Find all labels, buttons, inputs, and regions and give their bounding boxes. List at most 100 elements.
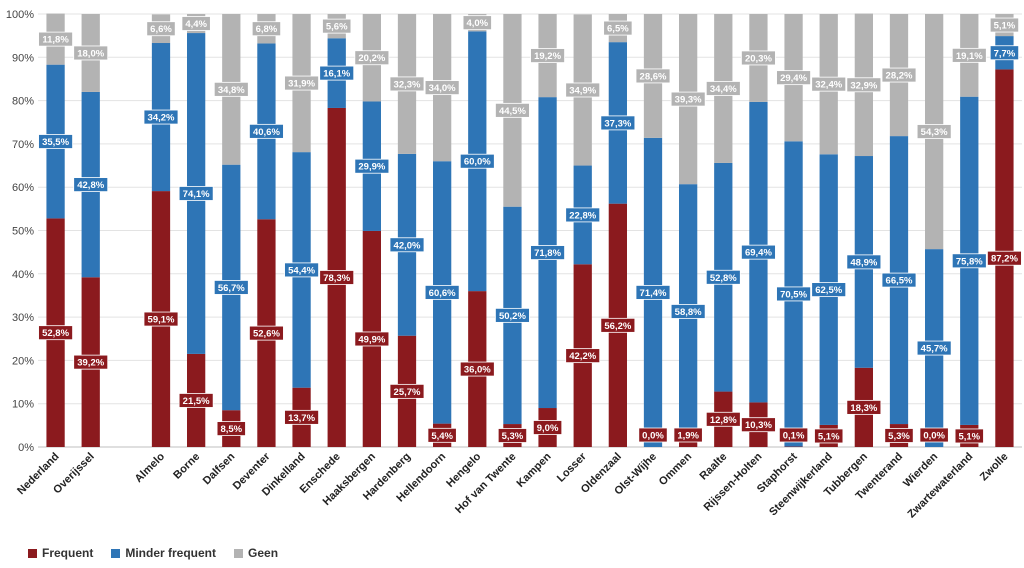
data-label: 9,0% — [537, 423, 559, 434]
data-label: 48,9% — [850, 257, 877, 268]
data-label-bg — [741, 244, 776, 260]
data-label-bg — [705, 411, 741, 427]
data-label: 8,5% — [220, 424, 242, 435]
data-label: 20,3% — [745, 53, 772, 64]
data-label: 0,1% — [783, 431, 805, 442]
data-label-bg — [881, 272, 917, 288]
data-label-bg — [600, 317, 636, 333]
data-label-bg — [705, 81, 741, 96]
data-label-bg — [989, 45, 1020, 61]
data-label-bg — [143, 109, 179, 125]
data-label: 6,8% — [256, 24, 278, 35]
data-label-bg — [319, 270, 355, 285]
data-label: 22,8% — [569, 210, 596, 221]
data-label-bg — [565, 82, 601, 98]
data-label-bg — [497, 428, 528, 443]
data-label-bg — [146, 21, 176, 37]
data-label: 62,5% — [815, 285, 842, 296]
data-label-bg — [354, 50, 390, 66]
data-label-bg — [670, 91, 706, 107]
data-label: 35,5% — [42, 137, 69, 148]
data-label: 5,3% — [888, 431, 910, 442]
data-label: 0,0% — [642, 431, 664, 442]
x-tick-label: Raalte — [698, 451, 730, 483]
data-label-bg — [495, 307, 530, 323]
x-tick-label: Zwolle — [978, 451, 1011, 484]
data-label: 4,4% — [185, 19, 207, 30]
data-label-bg — [322, 18, 352, 34]
data-label: 42,8% — [77, 180, 104, 191]
data-label: 32,9% — [850, 80, 877, 91]
data-label-bg — [462, 15, 492, 31]
data-label-bg — [249, 123, 284, 139]
data-label: 58,8% — [675, 307, 702, 318]
y-tick-label: 70% — [12, 139, 34, 151]
data-label: 69,4% — [745, 248, 772, 259]
data-label: 28,6% — [640, 71, 667, 82]
data-label-bg — [846, 254, 882, 270]
legend-label-minder-frequent: Minder frequent — [125, 546, 217, 560]
legend-swatch-minder-frequent — [111, 548, 121, 558]
data-label-bg — [776, 70, 811, 86]
data-label: 59,1% — [148, 315, 175, 326]
data-label-bg — [741, 50, 776, 66]
data-label-bg — [916, 340, 952, 356]
legend-item-frequent: Frequent — [28, 546, 93, 560]
data-label-bg — [705, 269, 741, 285]
data-label-bg — [319, 65, 355, 81]
data-label-bg — [181, 16, 211, 31]
legend-item-minder-frequent: Minder frequent — [111, 546, 216, 560]
data-label-bg — [565, 207, 601, 223]
data-label: 20,2% — [358, 53, 385, 64]
data-label-bg — [178, 186, 214, 201]
data-label: 5,1% — [994, 21, 1016, 32]
data-label-bg — [741, 417, 776, 433]
data-label-bg — [389, 76, 425, 92]
data-label: 39,2% — [77, 358, 104, 369]
data-label: 52,6% — [253, 329, 280, 340]
data-label-bg — [530, 245, 565, 260]
data-label: 29,4% — [780, 73, 807, 84]
data-label-bg — [389, 383, 425, 399]
y-tick-label: 80% — [12, 96, 34, 108]
data-label: 32,4% — [815, 80, 842, 91]
data-label: 19,1% — [956, 51, 983, 62]
y-tick-label: 50% — [12, 226, 34, 238]
data-label: 78,3% — [323, 273, 350, 284]
data-label: 54,4% — [288, 265, 315, 276]
data-label-bg — [951, 253, 987, 269]
data-label: 5,6% — [326, 22, 348, 33]
data-label-bg — [954, 428, 984, 444]
data-label-bg — [951, 47, 987, 63]
data-label: 60,6% — [429, 288, 456, 299]
data-label: 40,6% — [253, 127, 280, 138]
data-label-bg — [603, 20, 633, 36]
data-label-bg — [424, 80, 460, 96]
data-label-bg — [495, 102, 530, 118]
data-label-bg — [213, 81, 249, 97]
data-label: 25,7% — [394, 387, 421, 398]
data-label: 66,5% — [886, 276, 913, 287]
data-label: 42,0% — [394, 240, 421, 251]
data-label: 37,3% — [604, 118, 631, 129]
data-label: 50,2% — [499, 311, 526, 322]
data-label-bg — [919, 427, 949, 443]
data-label-bg — [846, 399, 882, 415]
data-label-bg — [638, 427, 668, 443]
data-label: 5,1% — [818, 431, 840, 442]
data-label: 1,9% — [677, 431, 699, 442]
legend-item-geen: Geen — [234, 546, 278, 560]
data-label-bg — [284, 75, 319, 91]
data-label: 5,4% — [431, 431, 453, 442]
data-label: 71,4% — [640, 288, 667, 299]
data-label-bg — [354, 158, 390, 174]
y-tick-label: 20% — [12, 355, 34, 367]
data-label-bg — [532, 420, 563, 435]
data-label: 52,8% — [42, 328, 69, 339]
data-label: 52,8% — [710, 273, 737, 284]
data-label: 56,7% — [218, 283, 245, 294]
data-label: 11,8% — [42, 35, 69, 46]
bar-frequent-ommen — [679, 438, 698, 447]
data-label-bg — [284, 262, 319, 278]
